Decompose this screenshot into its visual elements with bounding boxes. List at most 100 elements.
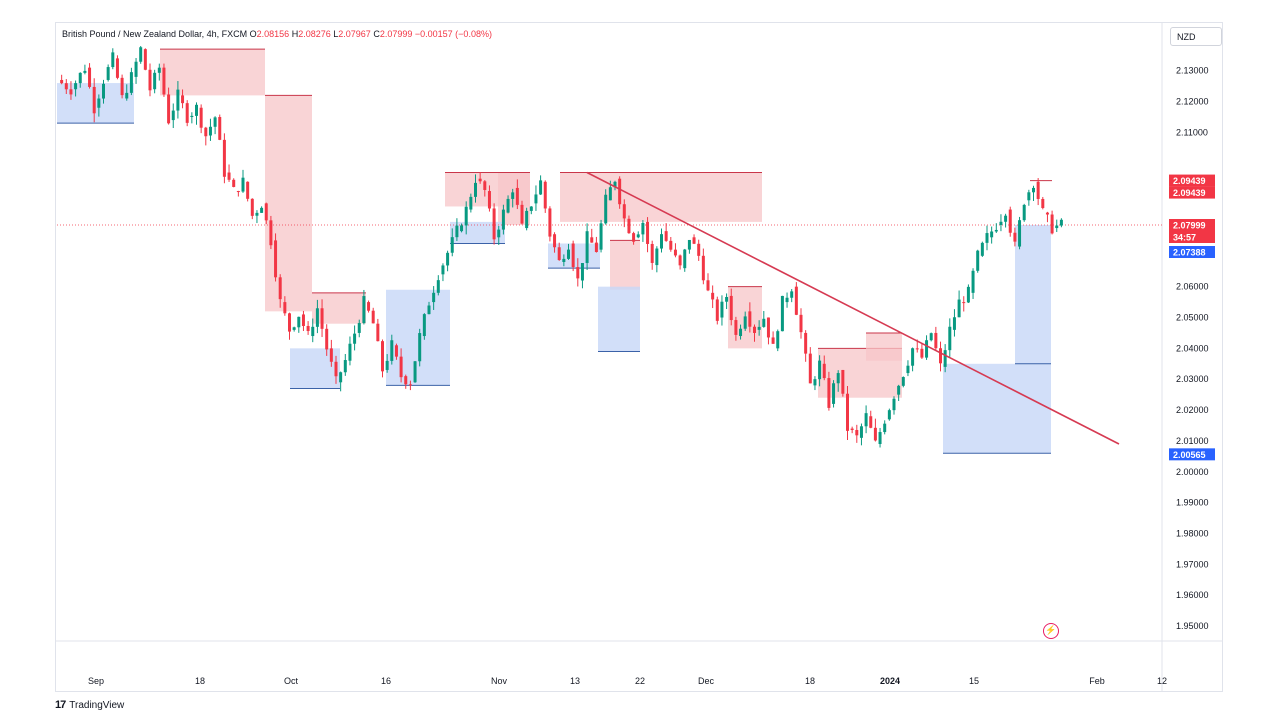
candle-body [1050, 214, 1054, 234]
candle-body [804, 332, 808, 354]
candle-body [190, 115, 194, 117]
candle-body [69, 89, 73, 95]
x-tick-label: Oct [284, 676, 299, 686]
candle-body [608, 187, 612, 201]
tradingview-logo[interactable]: 17 TradingView [55, 699, 124, 711]
tradingview-mark-icon: 17 [55, 699, 66, 711]
lightning-icon[interactable]: ⚡ [1043, 623, 1059, 639]
candle-body [729, 295, 733, 321]
candle-body [436, 280, 440, 293]
candle-body [390, 340, 394, 361]
candle-body [120, 77, 124, 96]
candle-body [487, 191, 491, 209]
candle-body [492, 208, 496, 240]
candle-body [576, 267, 580, 279]
y-tick-label: 2.11000 [1176, 127, 1208, 137]
candle-body [818, 360, 822, 380]
x-tick-label: 22 [635, 676, 645, 686]
candle-body [362, 296, 366, 324]
candle-body [864, 413, 868, 427]
candle-body [636, 234, 640, 238]
candle-body [687, 239, 691, 250]
candle-body [115, 58, 119, 78]
currency-button[interactable]: NZD [1170, 27, 1222, 46]
candle-body [943, 350, 947, 367]
candle-body [525, 210, 529, 229]
candle-body [836, 373, 840, 384]
candle-body [585, 231, 589, 264]
candle-body [441, 265, 445, 275]
candle-body [725, 296, 729, 302]
candle-body [650, 243, 654, 263]
candle-body [162, 67, 166, 95]
close-value: 2.07999 [379, 29, 413, 39]
candle-body [404, 376, 408, 385]
low-value: 2.07967 [338, 29, 371, 39]
candle-body [236, 191, 240, 193]
candle-body [376, 323, 380, 342]
candle-body [739, 328, 743, 337]
candle-body [966, 286, 970, 303]
candle-body [753, 326, 756, 333]
symbol-name: British Pound / New Zealand Dollar, 4h, … [62, 29, 248, 39]
candle-body [1022, 204, 1026, 221]
x-tick-label: 15 [969, 676, 979, 686]
price-label-text: 2.09439 [1173, 188, 1206, 198]
supply-zone [160, 49, 265, 96]
candle-body [590, 237, 594, 243]
candle-body [906, 365, 910, 374]
candle-body [827, 378, 831, 408]
candle-body [501, 209, 505, 230]
candle-body [208, 126, 212, 136]
candle-body [669, 240, 673, 250]
candle-body [264, 203, 268, 221]
supply-zone [610, 240, 640, 290]
supply-zone [265, 95, 312, 312]
candle-body [301, 314, 305, 326]
candle-body [450, 237, 454, 253]
candle-body [218, 116, 222, 140]
candle-body [985, 233, 989, 243]
x-tick-label: Dec [698, 676, 715, 686]
candle-body [227, 172, 231, 180]
candle-body [627, 218, 631, 234]
candle-body [339, 372, 343, 383]
candle-body [446, 252, 450, 266]
candle-body [855, 429, 859, 436]
candle-body [199, 107, 203, 128]
candle-body [701, 255, 705, 281]
candle-body [464, 206, 468, 226]
candle-body [660, 234, 663, 249]
candle-body [664, 231, 668, 241]
candle-body [399, 356, 403, 378]
candle-body [385, 360, 389, 370]
candle-body [539, 180, 543, 195]
candle-body [734, 320, 738, 335]
candle-body [315, 308, 319, 327]
chart-frame[interactable] [55, 22, 1223, 692]
candle-body [60, 79, 64, 84]
price-label-box [1169, 448, 1215, 461]
candle-body [427, 305, 431, 315]
candle-body [813, 379, 817, 386]
candle-body [102, 83, 105, 99]
y-tick-label: 1.95000 [1176, 621, 1209, 631]
x-tick-label: 18 [195, 676, 205, 686]
candle-body [297, 316, 301, 328]
x-tick-label: Nov [491, 676, 508, 686]
candle-body [432, 292, 436, 303]
candle-body [325, 328, 329, 350]
candle-body [288, 313, 291, 332]
candle-body [92, 86, 96, 114]
change-value: −0.00157 (−0.08%) [414, 29, 492, 39]
candle-body [711, 292, 715, 300]
candle-body [748, 311, 752, 327]
candle-body [83, 70, 87, 73]
candle-body [157, 67, 161, 73]
candle-body [952, 317, 956, 330]
open-value: 2.08156 [256, 29, 290, 39]
candle-body [934, 332, 938, 349]
candle-body [469, 196, 473, 210]
supply-zone [312, 292, 366, 324]
